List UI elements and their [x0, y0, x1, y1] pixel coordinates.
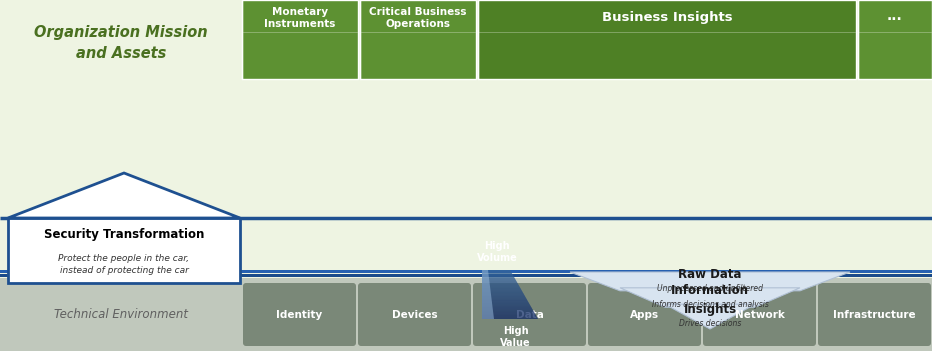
Polygon shape [620, 288, 800, 307]
Text: High
Volume: High Volume [477, 241, 518, 263]
Polygon shape [482, 293, 524, 294]
Text: Apps: Apps [630, 310, 659, 319]
Text: Drives decisions: Drives decisions [678, 319, 741, 328]
FancyBboxPatch shape [358, 283, 471, 346]
Polygon shape [482, 292, 523, 293]
Text: Organization Mission
and Assets: Organization Mission and Assets [34, 26, 208, 61]
Polygon shape [482, 300, 528, 301]
Polygon shape [482, 299, 528, 300]
Polygon shape [482, 310, 533, 311]
Polygon shape [482, 294, 525, 295]
Polygon shape [482, 303, 529, 304]
Polygon shape [665, 304, 755, 329]
Text: Security Transformation: Security Transformation [44, 228, 204, 241]
Polygon shape [482, 272, 512, 273]
Polygon shape [482, 277, 514, 278]
Polygon shape [482, 315, 536, 316]
Polygon shape [482, 309, 533, 310]
Polygon shape [482, 316, 537, 317]
Polygon shape [482, 317, 538, 318]
Polygon shape [8, 173, 240, 218]
Polygon shape [482, 275, 514, 276]
Bar [0, 278, 932, 351]
Text: Monetary
Instruments: Monetary Instruments [265, 7, 336, 29]
Bar [360, 0, 476, 79]
Polygon shape [482, 284, 518, 285]
Text: Informs decisions and analysis: Informs decisions and analysis [651, 300, 769, 309]
Text: Identity: Identity [277, 310, 322, 319]
Polygon shape [482, 291, 523, 292]
Polygon shape [482, 311, 534, 312]
Text: Network: Network [734, 310, 785, 319]
Polygon shape [482, 281, 516, 282]
Bar [0, 270, 932, 273]
Polygon shape [482, 288, 520, 289]
Polygon shape [482, 295, 525, 296]
Polygon shape [482, 286, 520, 287]
Polygon shape [482, 285, 519, 286]
Text: Business Insights: Business Insights [602, 12, 733, 25]
FancyBboxPatch shape [588, 283, 701, 346]
Polygon shape [482, 273, 512, 274]
Polygon shape [482, 318, 538, 319]
FancyBboxPatch shape [703, 283, 816, 346]
Polygon shape [482, 289, 521, 290]
Text: Protect the people in the car,
instead of protecting the car: Protect the people in the car, instead o… [59, 254, 189, 275]
Text: Data: Data [515, 310, 543, 319]
Polygon shape [482, 314, 536, 315]
Text: Critical Business
Operations: Critical Business Operations [369, 7, 467, 29]
Polygon shape [482, 306, 531, 307]
Bar [0, 0, 242, 79]
Polygon shape [482, 270, 494, 319]
Text: Raw Data: Raw Data [678, 268, 742, 281]
FancyBboxPatch shape [818, 283, 931, 346]
Polygon shape [482, 283, 517, 284]
Polygon shape [482, 271, 511, 272]
Polygon shape [482, 287, 520, 288]
Text: Devices: Devices [391, 310, 437, 319]
Polygon shape [482, 298, 527, 299]
Polygon shape [482, 304, 530, 305]
Polygon shape [482, 297, 526, 298]
Text: High
Value: High Value [500, 326, 531, 348]
Polygon shape [482, 312, 534, 313]
Text: Technical Environment: Technical Environment [54, 308, 188, 321]
Polygon shape [482, 301, 528, 302]
Polygon shape [482, 274, 513, 275]
Polygon shape [482, 276, 514, 277]
Polygon shape [482, 279, 515, 280]
Polygon shape [482, 290, 522, 291]
Text: Unprocessed and unfiltered: Unprocessed and unfiltered [657, 284, 763, 293]
Polygon shape [482, 305, 530, 306]
Polygon shape [482, 278, 514, 279]
FancyBboxPatch shape [473, 283, 586, 346]
Bar [0, 274, 932, 277]
Text: Infrastructure: Infrastructure [833, 310, 916, 319]
Bar [858, 0, 932, 79]
Text: Insights: Insights [683, 303, 736, 316]
Bar [242, 0, 358, 79]
Bar [8, 218, 240, 283]
Polygon shape [482, 313, 535, 314]
Polygon shape [482, 270, 511, 271]
Polygon shape [482, 307, 531, 308]
Polygon shape [482, 296, 526, 297]
Polygon shape [482, 308, 532, 309]
FancyBboxPatch shape [243, 283, 356, 346]
Polygon shape [482, 282, 517, 283]
Text: ...: ... [887, 9, 903, 23]
Text: Information: Information [671, 284, 749, 297]
Bar [478, 0, 856, 79]
Polygon shape [482, 302, 528, 303]
Polygon shape [482, 280, 516, 281]
Polygon shape [570, 272, 850, 291]
